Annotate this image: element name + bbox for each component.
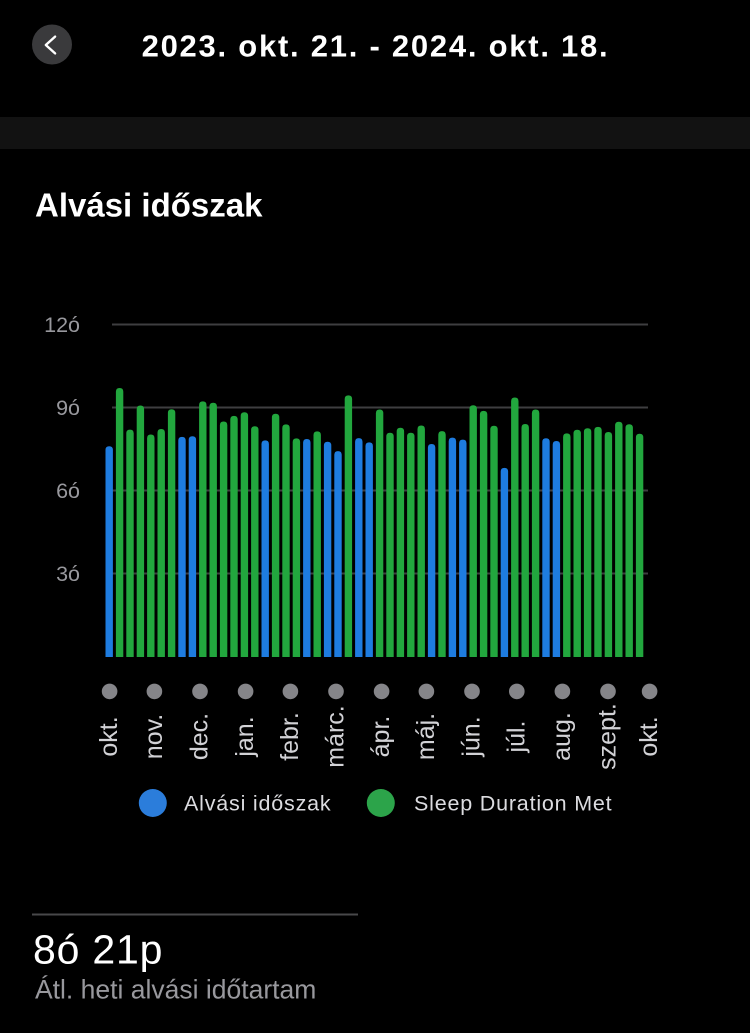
svg-text:2023. okt. 21. - 2024. okt. 18: 2023. okt. 21. - 2024. okt. 18. (142, 29, 610, 64)
svg-text:okt.: okt. (635, 716, 663, 756)
svg-text:márc.: márc. (322, 705, 350, 768)
svg-text:jan.: jan. (231, 716, 259, 757)
svg-text:máj.: máj. (412, 713, 440, 760)
svg-text:Alvási időszak: Alvási időszak (184, 792, 331, 816)
svg-text:ápr.: ápr. (367, 716, 395, 758)
svg-text:Sleep Duration Met: Sleep Duration Met (414, 792, 612, 816)
svg-text:Átl. heti alvási időtartam: Átl. heti alvási időtartam (35, 975, 316, 1005)
svg-text:okt.: okt. (95, 716, 123, 756)
svg-text:dec.: dec. (186, 713, 214, 760)
svg-text:jún.: jún. (458, 716, 486, 757)
svg-text:3ó: 3ó (56, 562, 80, 586)
svg-text:szept.: szept. (594, 703, 622, 770)
svg-text:8ó 21p: 8ó 21p (33, 927, 163, 973)
svg-text:aug.: aug. (548, 712, 576, 761)
svg-text:12ó: 12ó (44, 313, 80, 337)
svg-text:Alvási időszak: Alvási időszak (35, 187, 263, 224)
svg-text:júl.: júl. (502, 721, 530, 754)
svg-text:nov.: nov. (140, 714, 168, 759)
svg-text:6ó: 6ó (56, 479, 80, 503)
svg-text:febr.: febr. (276, 712, 304, 761)
svg-text:9ó: 9ó (56, 396, 80, 420)
